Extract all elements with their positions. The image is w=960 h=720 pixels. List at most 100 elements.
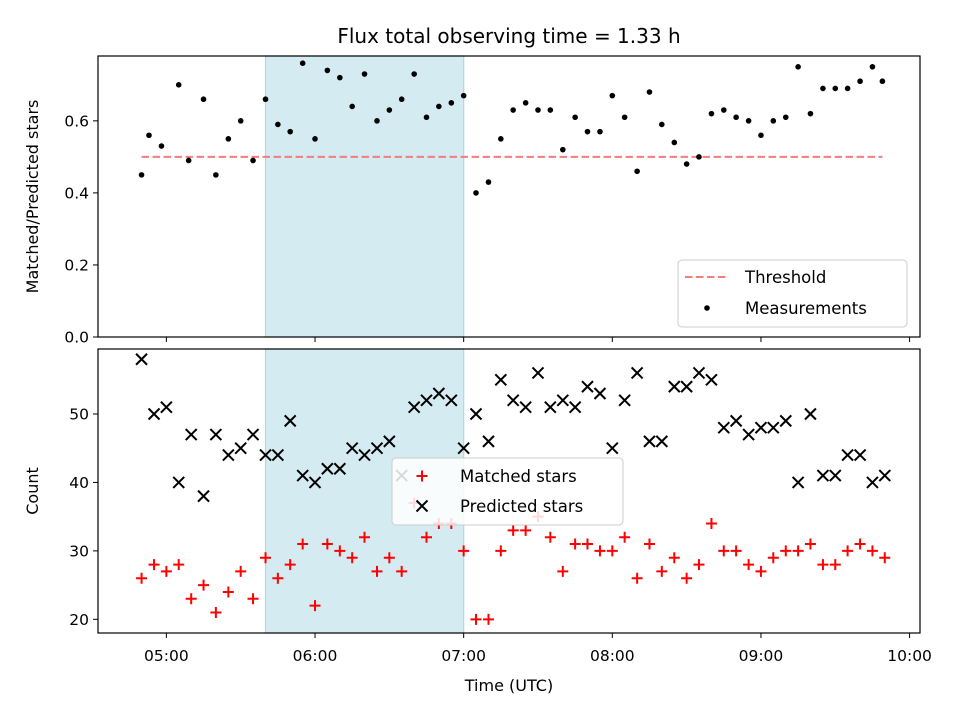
- data-point: [791, 476, 805, 489]
- data-point: [680, 380, 693, 393]
- series-measurements: [138, 60, 886, 196]
- data-point: [656, 565, 668, 577]
- data-point: [581, 538, 593, 550]
- data-point: [260, 552, 272, 564]
- data-point: [172, 476, 185, 489]
- data-point: [755, 565, 767, 577]
- observing-interval-shade: [264, 55, 465, 338]
- data-point: [283, 414, 297, 428]
- data-point: [866, 545, 878, 557]
- data-point: [853, 448, 867, 462]
- data-point: [618, 394, 631, 407]
- data-point: [668, 380, 681, 393]
- y-axis-label: Count: [23, 467, 42, 515]
- data-point: [147, 407, 161, 421]
- data-point: [696, 154, 702, 160]
- data-point: [634, 168, 640, 175]
- y-tick-label: 30: [69, 542, 89, 560]
- data-point: [284, 559, 296, 571]
- data-point: [146, 132, 152, 139]
- data-point: [411, 71, 417, 77]
- data-point: [234, 442, 247, 455]
- data-point: [420, 394, 433, 407]
- data-point: [720, 107, 727, 113]
- data-point: [544, 531, 556, 543]
- data-point: [857, 78, 863, 85]
- data-point: [498, 136, 504, 142]
- data-point: [250, 157, 256, 164]
- y-tick-label: 0.2: [64, 256, 89, 274]
- data-point: [717, 421, 730, 434]
- data-point: [816, 469, 830, 482]
- data-point: [200, 96, 207, 103]
- data-point: [841, 448, 854, 462]
- legend-box: [677, 259, 908, 328]
- data-point: [817, 559, 829, 571]
- legend: Matched stars Predicted stars: [391, 457, 624, 526]
- data-point: [807, 110, 814, 117]
- data-point: [581, 380, 594, 393]
- data-point: [729, 414, 743, 428]
- data-point: [619, 531, 631, 543]
- data-point: [334, 545, 346, 557]
- data-point: [507, 524, 519, 536]
- y-tick-label: 0.6: [64, 112, 89, 130]
- legend-label: Matched stars: [460, 467, 577, 486]
- data-point: [349, 103, 355, 110]
- y-tick-label: 20: [69, 611, 89, 629]
- data-point: [287, 128, 293, 135]
- data-point: [198, 579, 210, 591]
- data-point: [213, 172, 219, 178]
- data-point: [683, 161, 690, 167]
- data-point: [458, 545, 470, 557]
- data-point: [432, 387, 446, 400]
- data-point: [247, 593, 259, 605]
- data-point: [522, 100, 529, 106]
- x-tick-label: 09:00: [739, 647, 784, 665]
- data-point: [222, 586, 234, 598]
- data-point: [383, 435, 396, 448]
- data-point: [275, 121, 281, 128]
- data-point: [804, 407, 817, 421]
- data-point: [359, 531, 371, 543]
- data-point: [423, 114, 430, 121]
- x-tick-label: 10:00: [887, 647, 932, 665]
- data-point: [469, 407, 483, 421]
- data-point: [569, 538, 581, 550]
- data-point: [671, 139, 678, 146]
- data-point: [184, 428, 198, 441]
- data-point: [820, 85, 826, 92]
- data-point: [842, 545, 854, 557]
- data-point: [593, 387, 607, 400]
- data-point: [655, 435, 669, 448]
- data-point: [383, 552, 395, 564]
- data-point: [535, 107, 541, 113]
- legend-matched-swatch: [416, 470, 428, 482]
- data-point: [197, 489, 210, 503]
- data-point: [324, 67, 331, 74]
- data-point: [630, 366, 644, 380]
- data-point: [584, 128, 591, 135]
- data-point: [643, 538, 655, 550]
- data-point: [829, 559, 841, 571]
- data-point: [262, 96, 269, 103]
- data-point: [730, 545, 742, 557]
- data-point: [370, 442, 384, 455]
- data-point: [560, 146, 566, 153]
- data-point: [470, 613, 482, 625]
- data-point: [160, 565, 172, 577]
- data-point: [272, 572, 284, 584]
- data-point: [185, 593, 197, 605]
- data-point: [705, 518, 717, 530]
- data-point: [460, 92, 467, 99]
- data-point: [742, 428, 755, 441]
- y-tick-label: 40: [69, 474, 89, 492]
- axes-frame: [97, 348, 921, 634]
- data-point: [780, 545, 792, 557]
- data-point: [705, 373, 718, 387]
- data-point: [708, 110, 715, 117]
- data-point: [597, 128, 603, 135]
- data-point: [606, 545, 618, 557]
- data-point: [138, 172, 145, 178]
- legend-predicted-swatch: [415, 499, 429, 513]
